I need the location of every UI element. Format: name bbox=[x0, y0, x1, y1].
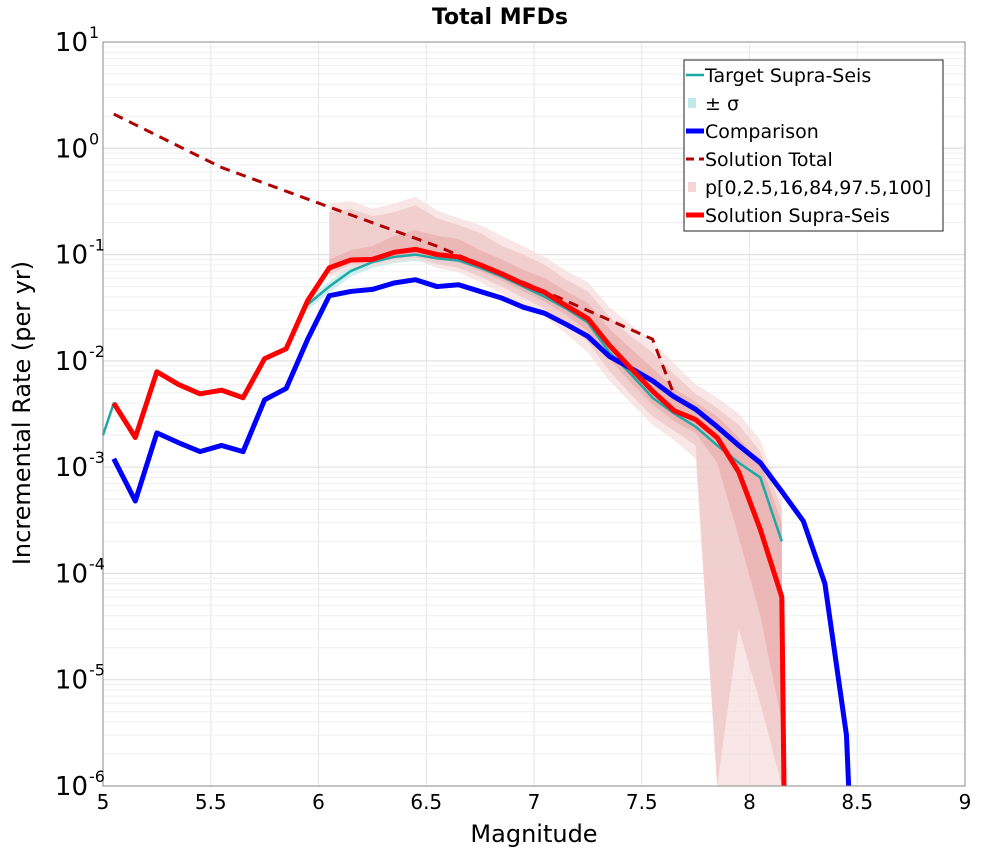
legend-swatch bbox=[688, 182, 696, 192]
y-tick-exponent: -1 bbox=[89, 236, 105, 255]
y-tick-label: 10 bbox=[55, 453, 88, 483]
y-tick-exponent: -4 bbox=[89, 554, 105, 573]
series-line-solution-supra-seis bbox=[111, 246, 787, 787]
x-tick-label: 5 bbox=[97, 790, 110, 814]
y-tick-label: 10 bbox=[55, 134, 88, 164]
legend-label: Comparison bbox=[705, 121, 819, 143]
y-tick-label: 10 bbox=[55, 28, 88, 58]
x-tick-label: 6 bbox=[312, 790, 325, 814]
y-tick-label: 10 bbox=[55, 772, 88, 802]
y-tick-exponent: -5 bbox=[89, 661, 105, 680]
axis-ticks: 5 5.5 6 6.5 7 7.5 8 8.5 910 110 010 -110 -210 -310 -41… bbox=[55, 23, 971, 814]
series-line-comparison bbox=[111, 277, 852, 787]
uncertainty-bands bbox=[307, 196, 782, 787]
y-tick-exponent: 1 bbox=[89, 23, 99, 42]
series-lines bbox=[101, 112, 852, 787]
y-tick-exponent: -3 bbox=[89, 448, 105, 467]
x-tick-label: 8 bbox=[743, 790, 756, 814]
y-tick-exponent: 0 bbox=[89, 129, 99, 148]
legend-label: p[0,2.5,16,84,97.5,100] bbox=[705, 177, 931, 199]
y-tick-label: 10 bbox=[55, 666, 88, 696]
x-tick-label: 9 bbox=[959, 790, 972, 814]
x-tick-label: 8.5 bbox=[841, 790, 873, 814]
series-line-solution-total bbox=[113, 112, 676, 396]
y-tick-label: 10 bbox=[55, 347, 88, 377]
legend-label: Solution Total bbox=[705, 149, 833, 171]
x-axis-label: Magnitude bbox=[470, 820, 597, 848]
x-tick-label: 7 bbox=[528, 790, 541, 814]
chart-title: Total MFDs bbox=[432, 5, 568, 30]
legend-box bbox=[683, 59, 944, 232]
legend-label: Solution Supra-Seis bbox=[705, 205, 890, 227]
legend-swatch bbox=[688, 98, 696, 108]
y-axis-label: Incremental Rate (per yr) bbox=[8, 261, 36, 565]
y-tick-exponent: -2 bbox=[89, 342, 105, 361]
legend: Target Supra-Seis ± σ Comparison Solution T… bbox=[683, 59, 944, 232]
y-tick-label: 10 bbox=[55, 559, 88, 589]
y-tick-label: 10 bbox=[55, 241, 88, 271]
legend-label: Target Supra-Seis bbox=[704, 65, 871, 87]
x-tick-label: 5.5 bbox=[195, 790, 227, 814]
y-tick-exponent: -6 bbox=[89, 767, 105, 786]
legend-label: ± σ bbox=[705, 93, 739, 115]
x-tick-label: 7.5 bbox=[626, 790, 658, 814]
plot-frame bbox=[102, 41, 966, 787]
x-tick-label: 6.5 bbox=[410, 790, 442, 814]
